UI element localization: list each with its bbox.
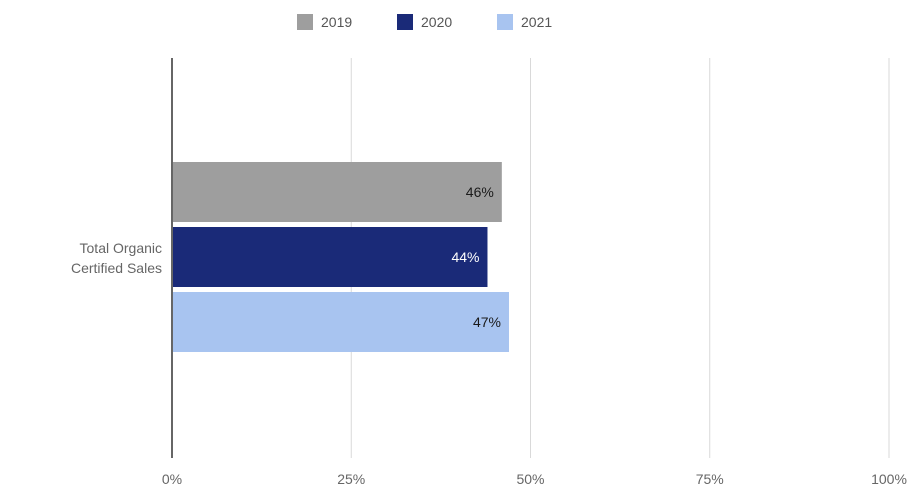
x-tick-label: 25% [337,471,365,487]
bar-2019 [172,162,502,222]
labels: 0% 25% 50% 75% 100% 46% 44% 47% Total Organic Cer… [71,184,907,487]
legend-swatch-2019 [297,14,313,30]
x-tick-label: 100% [871,471,907,487]
x-tick-label: 75% [696,471,724,487]
x-tick-label: 50% [516,471,544,487]
legend-label-2021: 2021 [521,14,552,30]
legend: 2019 2020 2021 [297,14,552,30]
category-label-line: Total Organic [80,240,162,256]
data-label-2019: 46% [466,184,494,200]
legend-swatch-2021 [497,14,513,30]
bar-2021 [172,292,509,352]
category-label: Total Organic Certified Sales [71,240,162,276]
data-label-2021: 47% [473,314,501,330]
legend-swatch-2020 [397,14,413,30]
bar-2020 [172,227,488,287]
legend-label-2019: 2019 [321,14,352,30]
data-label-2020: 44% [451,249,479,265]
legend-label-2020: 2020 [421,14,452,30]
category-label-line: Certified Sales [71,260,162,276]
bars [172,162,509,352]
x-tick-label: 0% [162,471,182,487]
